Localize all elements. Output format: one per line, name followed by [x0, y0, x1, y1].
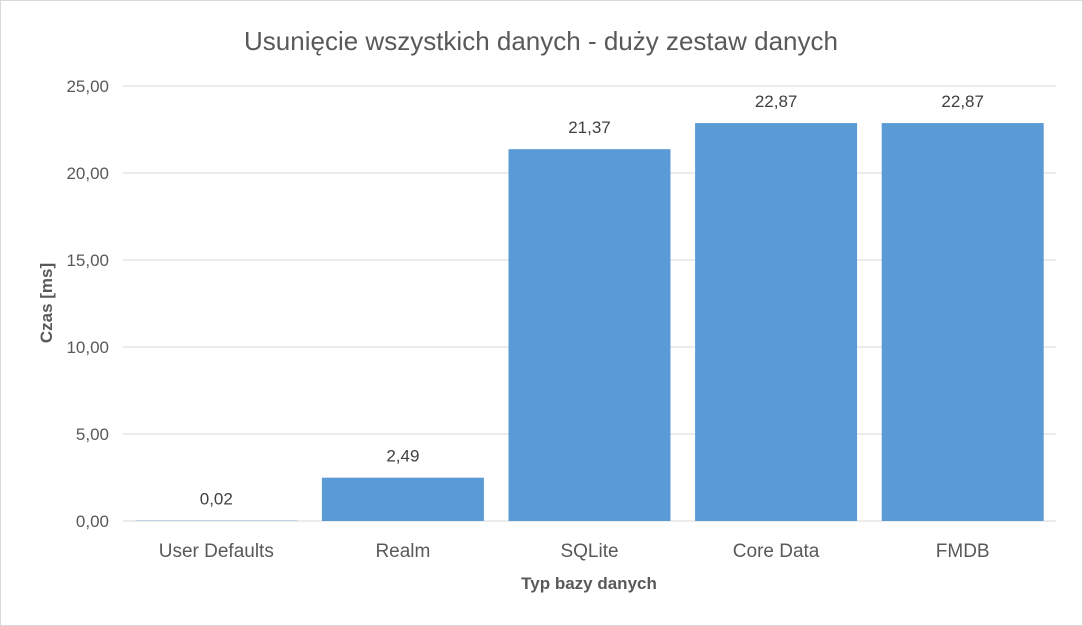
x-category-label: Realm: [375, 541, 430, 562]
bar: [321, 477, 484, 521]
data-label: 2,49: [386, 447, 419, 466]
y-axis-ticks: 0,00 5,00 10,00 15,00 20,00 25,00: [66, 77, 109, 531]
data-label: 21,37: [568, 118, 611, 137]
bar: [508, 149, 671, 522]
bar: [695, 123, 858, 521]
y-tick-label: 20,00: [66, 164, 109, 183]
data-label: 0,02: [200, 490, 233, 509]
data-labels: 0,02 2,49 21,37 22,87 22,87: [200, 92, 984, 509]
x-axis-categories: User Defaults Realm SQLite Core Data FMDB: [159, 541, 990, 562]
x-category-label: Core Data: [733, 541, 820, 562]
data-label: 22,87: [941, 92, 984, 111]
x-category-label: User Defaults: [159, 541, 274, 562]
y-tick-label: 25,00: [66, 77, 109, 96]
y-tick-label: 5,00: [76, 425, 109, 444]
bar: [881, 123, 1044, 521]
y-tick-label: 10,00: [66, 338, 109, 357]
chart-title: Usunięcie wszystkich danych - duży zesta…: [244, 26, 838, 56]
data-label: 22,87: [755, 92, 798, 111]
x-axis-title: Typ bazy danych: [521, 574, 657, 593]
y-tick-label: 0,00: [76, 512, 109, 531]
x-category-label: FMDB: [936, 541, 990, 562]
bars: [135, 123, 1044, 522]
y-axis-title: Czas [ms]: [37, 263, 56, 343]
y-tick-label: 15,00: [66, 251, 109, 270]
x-category-label: SQLite: [560, 541, 618, 562]
